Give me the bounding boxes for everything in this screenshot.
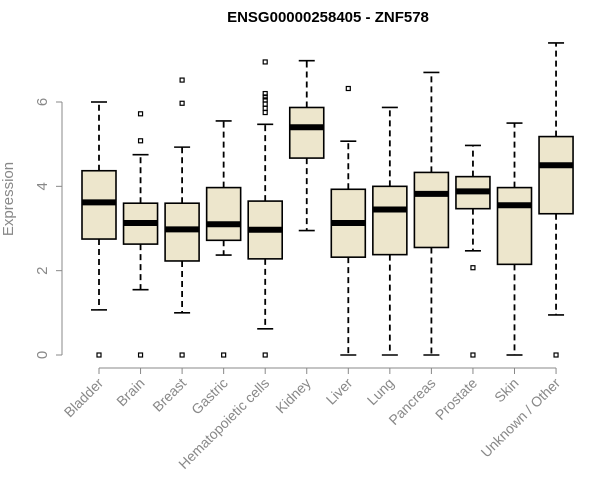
box-group	[205, 120, 242, 358]
chart-title: ENSG00000258405 - ZNF578	[227, 9, 429, 26]
x-tick-label: Brain	[113, 375, 147, 409]
box-group	[330, 85, 367, 356]
iqr-box	[538, 135, 574, 215]
box-group	[413, 71, 450, 356]
iqr-box	[496, 186, 533, 266]
outlier-point	[262, 105, 268, 111]
box-group	[288, 59, 325, 232]
outlier-point	[137, 352, 144, 358]
x-tick-label: Kidney	[272, 375, 314, 417]
box-group	[455, 144, 491, 358]
outlier-point	[137, 138, 144, 144]
x-tick-label: Unknown / Other	[478, 375, 564, 461]
y-tick-label: 4	[34, 182, 51, 190]
box-group	[122, 111, 159, 358]
box-group	[81, 101, 117, 358]
outlier-point	[96, 352, 102, 358]
outlier-point	[262, 352, 268, 358]
plot-area	[81, 42, 574, 358]
x-tick-label: Lung	[364, 375, 397, 408]
outlier-point	[179, 352, 185, 358]
box-group	[496, 122, 533, 356]
iqr-box	[288, 106, 325, 159]
outlier-point	[262, 94, 268, 100]
y-axis-label: Expression	[0, 162, 17, 236]
outlier-point	[262, 97, 268, 103]
outlier-point	[262, 59, 268, 65]
outlier-point	[221, 352, 227, 358]
x-tick-label: Bladder	[61, 375, 107, 421]
outlier-point	[470, 352, 476, 358]
x-tick-label: Liver	[323, 375, 356, 408]
outlier-point	[262, 101, 268, 107]
iqr-box	[205, 186, 242, 242]
y-tick-label: 2	[34, 266, 51, 274]
x-tick-label: Prostate	[432, 375, 480, 423]
iqr-box	[372, 185, 408, 256]
x-tick-label: Breast	[149, 375, 189, 415]
outlier-point	[179, 77, 185, 83]
outlier-point	[262, 109, 268, 116]
box-group	[538, 42, 574, 358]
outlier-point	[345, 85, 351, 92]
box-group	[247, 59, 283, 358]
outlier-point	[553, 352, 559, 358]
outlier-point	[262, 90, 268, 97]
box-group	[164, 77, 200, 358]
y-tick-label: 0	[34, 351, 51, 359]
x-tick-label: Skin	[491, 375, 522, 406]
box-group	[372, 106, 408, 356]
outlier-point	[179, 100, 185, 106]
y-tick-label: 6	[34, 98, 51, 106]
outlier-point	[470, 265, 476, 271]
outlier-point	[137, 111, 144, 117]
iqr-box	[413, 171, 450, 249]
